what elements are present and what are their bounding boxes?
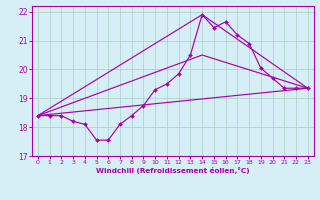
X-axis label: Windchill (Refroidissement éolien,°C): Windchill (Refroidissement éolien,°C): [96, 167, 250, 174]
